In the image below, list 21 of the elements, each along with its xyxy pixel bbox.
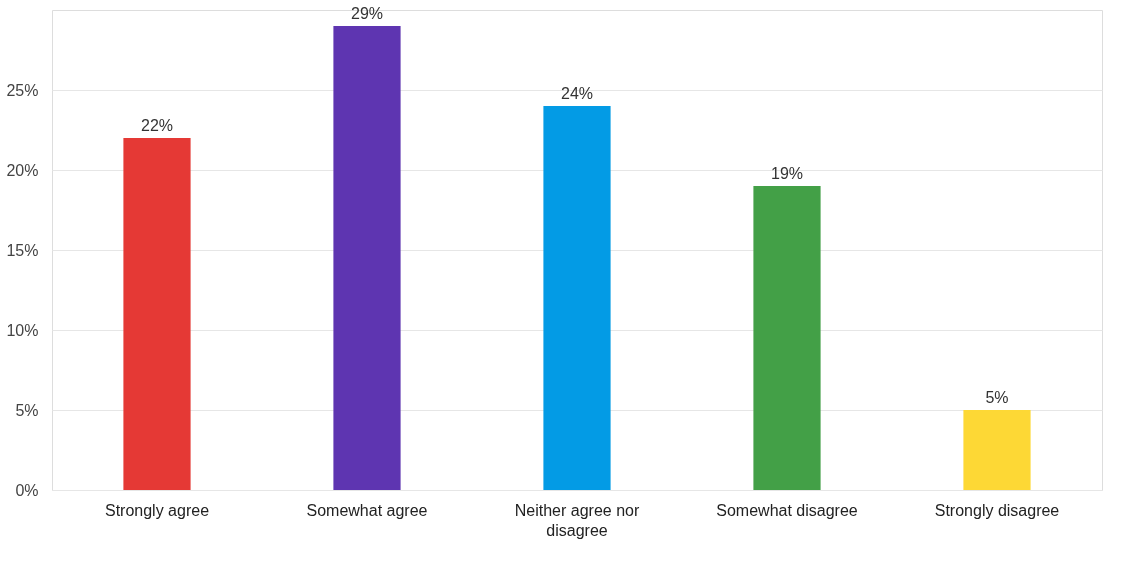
bar [753, 186, 821, 490]
x-tick-label: Neither agree nor disagree [514, 501, 640, 539]
y-tick-label: 20% [6, 161, 39, 179]
data-label: 22% [140, 117, 174, 134]
bar [543, 106, 611, 490]
data-label: 5% [985, 389, 1009, 406]
x-tick-label: Somewhat agree [306, 501, 428, 519]
bar [123, 138, 191, 490]
bar [963, 410, 1031, 490]
y-tick-label: 10% [6, 321, 39, 339]
data-label: 24% [560, 85, 594, 102]
y-tick-label: 25% [6, 81, 39, 99]
x-tick-label: Strongly agree [104, 501, 210, 519]
x-tick-label: Strongly disagree [934, 501, 1060, 519]
y-tick-label: 15% [6, 241, 39, 259]
data-label: 19% [770, 165, 804, 182]
y-tick-label: 0% [15, 481, 39, 499]
bar [333, 26, 401, 490]
y-tick-label: 5% [15, 401, 39, 419]
data-label: 29% [350, 5, 384, 22]
x-tick-label: Somewhat disagree [716, 501, 858, 519]
